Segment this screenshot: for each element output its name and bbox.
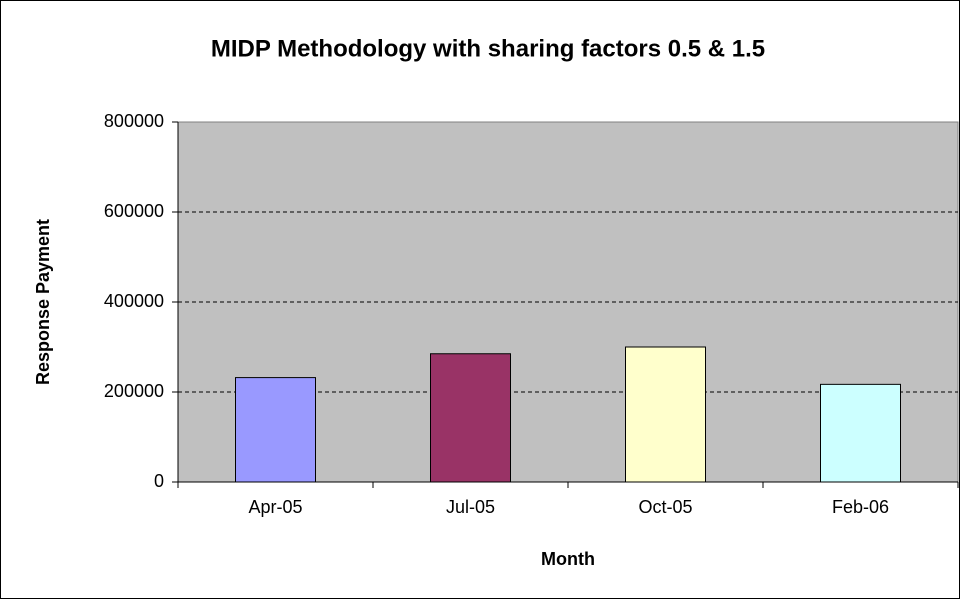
y-axis-label: Response Payment: [33, 219, 53, 385]
bar: [820, 383, 901, 483]
y-tick-label: 200000: [104, 381, 164, 401]
x-tick-label: Jul-05: [446, 497, 495, 517]
y-tick-label: 600000: [104, 201, 164, 221]
x-axis-label: Month: [541, 549, 595, 569]
bar: [625, 346, 706, 483]
chart-title: MIDP Methodology with sharing factors 0.…: [211, 35, 765, 62]
y-tick-label: 800000: [104, 111, 164, 131]
y-tick-label: 400000: [104, 291, 164, 311]
bar: [235, 377, 316, 483]
x-tick-label: Apr-05: [248, 497, 302, 517]
y-tick-label: 0: [154, 471, 164, 491]
x-tick-label: Oct-05: [638, 497, 692, 517]
bar: [430, 353, 511, 483]
x-tick-label: Feb-06: [832, 497, 889, 517]
